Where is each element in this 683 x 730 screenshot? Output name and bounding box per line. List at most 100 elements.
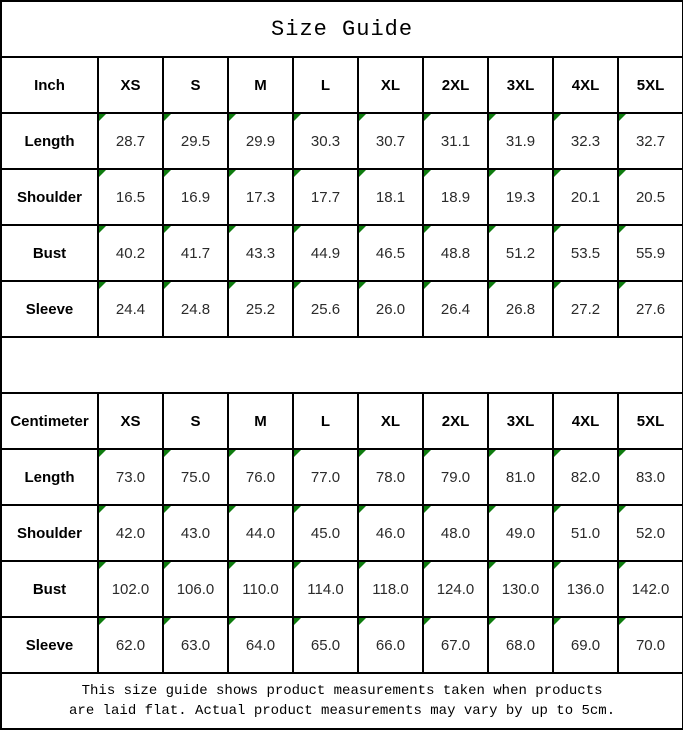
value-cell: 27.2 [552,280,619,338]
measurement-row-sleeve: Sleeve 24.4 24.8 25.2 25.6 26.0 26.4 26.8 27.2 27… [0,280,683,338]
value-cell: 82.0 [552,448,619,506]
value-cell: 51.2 [487,224,554,282]
flag-triangle-icon [360,227,366,233]
value-cell: 136.0 [552,560,619,618]
value-cell: 42.0 [97,504,164,562]
flag-triangle-icon [620,283,626,289]
flag-triangle-icon [165,619,171,625]
value-cell: 78.0 [357,448,424,506]
flag-triangle-icon [230,171,236,177]
size-header-cell: 5XL [616,392,683,450]
value-cell: 79.0 [422,448,489,506]
flag-triangle-icon [425,563,431,569]
value-cell: 26.4 [422,280,489,338]
size-header-cell: L [292,392,359,450]
flag-triangle-icon [230,227,236,233]
flag-triangle-icon [620,115,626,121]
value-cell: 118.0 [357,560,424,618]
flag-triangle-icon [230,507,236,513]
value-cell: 64.0 [227,616,294,674]
footer-note-line2: are laid flat. Actual product measuremen… [69,703,616,719]
flag-triangle-icon [425,115,431,121]
flag-triangle-icon [555,115,561,121]
flag-triangle-icon [295,619,301,625]
flag-triangle-icon [100,563,106,569]
flag-triangle-icon [425,451,431,457]
value-cell: 19.3 [487,168,554,226]
flag-triangle-icon [490,451,496,457]
value-cell: 53.5 [552,224,619,282]
value-cell: 25.2 [227,280,294,338]
value-cell: 68.0 [487,616,554,674]
footer-note: This size guide shows product measuremen… [0,672,683,730]
flag-triangle-icon [425,507,431,513]
flag-triangle-icon [620,451,626,457]
size-header-cell: XS [97,56,164,114]
value-cell: 46.5 [357,224,424,282]
flag-triangle-icon [490,171,496,177]
title-row: Size Guide [0,0,683,58]
flag-triangle-icon [295,283,301,289]
flag-triangle-icon [295,115,301,121]
value-cell: 16.9 [162,168,229,226]
flag-triangle-icon [165,507,171,513]
value-cell: 75.0 [162,448,229,506]
flag-triangle-icon [555,451,561,457]
flag-triangle-icon [230,619,236,625]
flag-triangle-icon [165,563,171,569]
value-cell: 81.0 [487,448,554,506]
flag-triangle-icon [295,507,301,513]
size-header-cell: L [292,56,359,114]
flag-triangle-icon [555,283,561,289]
value-cell: 62.0 [97,616,164,674]
flag-triangle-icon [620,227,626,233]
value-cell: 102.0 [97,560,164,618]
footer-row: This size guide shows product measuremen… [0,672,683,730]
value-cell: 45.0 [292,504,359,562]
flag-triangle-icon [425,171,431,177]
value-cell: 55.9 [616,224,683,282]
value-cell: 26.0 [357,280,424,338]
flag-triangle-icon [620,619,626,625]
value-cell: 51.0 [552,504,619,562]
flag-triangle-icon [490,619,496,625]
size-header-cell: M [227,392,294,450]
value-cell: 63.0 [162,616,229,674]
size-header-cell: 5XL [616,56,683,114]
value-cell: 65.0 [292,616,359,674]
flag-triangle-icon [555,563,561,569]
flag-triangle-icon [230,451,236,457]
flag-triangle-icon [360,563,366,569]
flag-triangle-icon [165,227,171,233]
flag-triangle-icon [425,227,431,233]
page-title: Size Guide [0,0,683,58]
flag-triangle-icon [230,283,236,289]
value-cell: 29.9 [227,112,294,170]
flag-triangle-icon [165,171,171,177]
value-cell: 28.7 [97,112,164,170]
flag-triangle-icon [360,619,366,625]
size-header-cell: 3XL [487,56,554,114]
size-header-cell: 4XL [552,392,619,450]
flag-triangle-icon [555,507,561,513]
value-cell: 26.8 [487,280,554,338]
value-cell: 73.0 [97,448,164,506]
measurement-row-shoulder: Shoulder 42.0 43.0 44.0 45.0 46.0 48.0 49.0 51.0… [0,504,683,562]
measurement-label-cell: Length [0,112,99,170]
value-cell: 32.7 [616,112,683,170]
flag-triangle-icon [295,563,301,569]
size-header-cell: XS [97,392,164,450]
value-cell: 114.0 [292,560,359,618]
value-cell: 43.0 [162,504,229,562]
flag-triangle-icon [490,507,496,513]
flag-triangle-icon [100,171,106,177]
value-cell: 106.0 [162,560,229,618]
measurement-row-bust: Bust 102.0 106.0 110.0 114.0 118.0 124.0 130.0 1… [0,560,683,618]
value-cell: 48.0 [422,504,489,562]
size-header-cell: M [227,56,294,114]
flag-triangle-icon [360,283,366,289]
value-cell: 44.0 [227,504,294,562]
value-cell: 17.7 [292,168,359,226]
